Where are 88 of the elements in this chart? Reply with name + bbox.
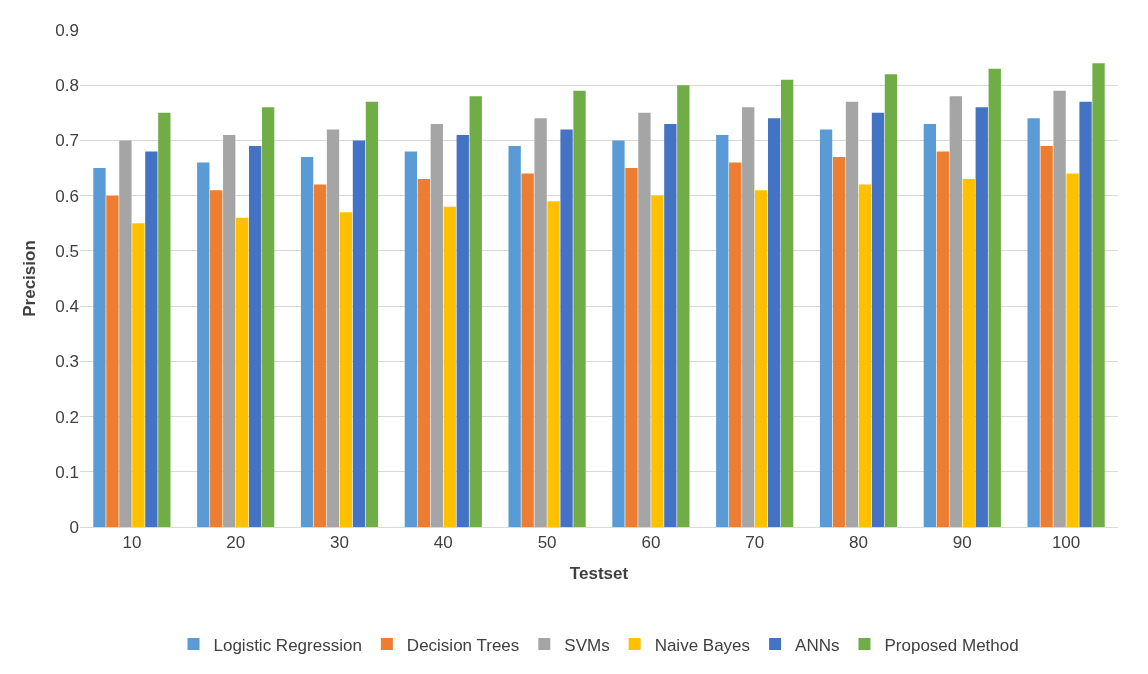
legend-label: ANNs [795, 635, 840, 655]
bar [1092, 63, 1105, 527]
bar [716, 134, 729, 527]
legend-label: Decision Trees [406, 635, 520, 655]
y-tick-label: 0.9 [55, 20, 79, 40]
x-tick-label: 30 [330, 533, 349, 553]
bar [313, 184, 327, 527]
y-tick-label: 0.4 [55, 297, 79, 317]
y-tick-label: 0.1 [55, 462, 79, 482]
x-tick-label: 80 [849, 533, 868, 553]
bar [742, 107, 755, 527]
bar [1053, 90, 1066, 527]
bar [508, 145, 521, 527]
bar [845, 101, 859, 527]
bar [664, 123, 677, 527]
bar [819, 129, 833, 527]
bar [119, 140, 132, 527]
bar [573, 90, 586, 527]
bar [300, 157, 314, 527]
bar [612, 140, 625, 527]
bar [936, 151, 949, 527]
bar [1079, 101, 1092, 527]
bar [651, 195, 664, 527]
bar [975, 107, 988, 527]
x-tick-label: 40 [433, 533, 453, 553]
x-tick-label: 60 [641, 533, 661, 553]
bar [365, 101, 379, 527]
bar [923, 123, 937, 527]
bar [249, 145, 262, 527]
bar [469, 96, 482, 527]
bar [456, 134, 469, 527]
bar [780, 79, 794, 527]
bar [430, 123, 443, 527]
legend-label: Proposed Method [884, 635, 1019, 655]
bar [1040, 145, 1053, 527]
bar [236, 217, 249, 527]
x-tick-label: 100 [1051, 533, 1081, 553]
bar [871, 112, 885, 527]
bar [521, 173, 534, 527]
x-tick-label: 10 [122, 533, 142, 553]
bar [1066, 173, 1079, 527]
bar [93, 168, 106, 527]
bar [884, 74, 898, 527]
bar [858, 184, 872, 527]
bar [158, 112, 171, 527]
bar [988, 68, 1001, 527]
bar [210, 190, 223, 527]
bar [339, 212, 353, 527]
bar [534, 118, 547, 527]
legend-label: SVMs [564, 635, 610, 655]
bar [417, 179, 430, 527]
bar [145, 151, 158, 527]
y-tick-label: 0.2 [55, 407, 79, 427]
bar [1027, 118, 1040, 527]
bar [949, 96, 962, 527]
bar [625, 168, 638, 527]
bar [768, 118, 781, 527]
x-tick-label: 20 [226, 533, 246, 553]
y-tick-label: 0.5 [55, 241, 79, 261]
bar [729, 162, 742, 527]
y-tick-label: 0 [69, 517, 79, 537]
bar [638, 112, 651, 527]
bar [197, 162, 210, 527]
bar [352, 140, 366, 527]
legend-label: Logistic Regression [213, 635, 362, 655]
bar [443, 206, 456, 527]
x-axis-title: Testset [569, 563, 629, 583]
y-tick-label: 0.8 [55, 76, 79, 96]
bar [132, 223, 145, 527]
y-tick-label: 0.3 [55, 352, 79, 372]
bar [404, 151, 418, 527]
bar [261, 107, 275, 527]
x-tick-label: 50 [537, 533, 557, 553]
bar [326, 129, 340, 527]
x-tick-label: 90 [952, 533, 972, 553]
bar [962, 179, 975, 527]
bar [560, 129, 573, 527]
x-tick-label: 70 [745, 533, 765, 553]
bar [223, 134, 236, 527]
y-axis-title: Precision [19, 240, 39, 317]
bar [547, 201, 560, 527]
y-tick-label: 0.6 [55, 186, 79, 206]
legend-label: Naive Bayes [654, 635, 751, 655]
bar [832, 157, 846, 527]
y-tick-label: 0.7 [55, 131, 79, 151]
bar [106, 195, 119, 527]
bar [677, 85, 690, 527]
bar [755, 190, 768, 527]
